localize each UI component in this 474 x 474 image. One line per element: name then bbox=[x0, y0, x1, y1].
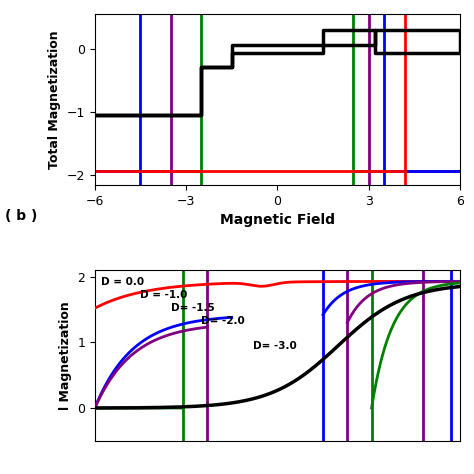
Text: D= -3.0: D= -3.0 bbox=[253, 341, 297, 351]
Text: D= -2.0: D= -2.0 bbox=[201, 316, 245, 326]
Text: ( b ): ( b ) bbox=[5, 210, 37, 223]
X-axis label: Magnetic Field: Magnetic Field bbox=[220, 213, 335, 227]
Y-axis label: Total Magnetization: Total Magnetization bbox=[48, 30, 61, 169]
Text: D= -1.5: D= -1.5 bbox=[171, 303, 215, 313]
Text: D = 0.0: D = 0.0 bbox=[101, 277, 144, 287]
Y-axis label: l Magnetization: l Magnetization bbox=[58, 301, 72, 410]
Text: D = -1.0: D = -1.0 bbox=[140, 290, 188, 300]
